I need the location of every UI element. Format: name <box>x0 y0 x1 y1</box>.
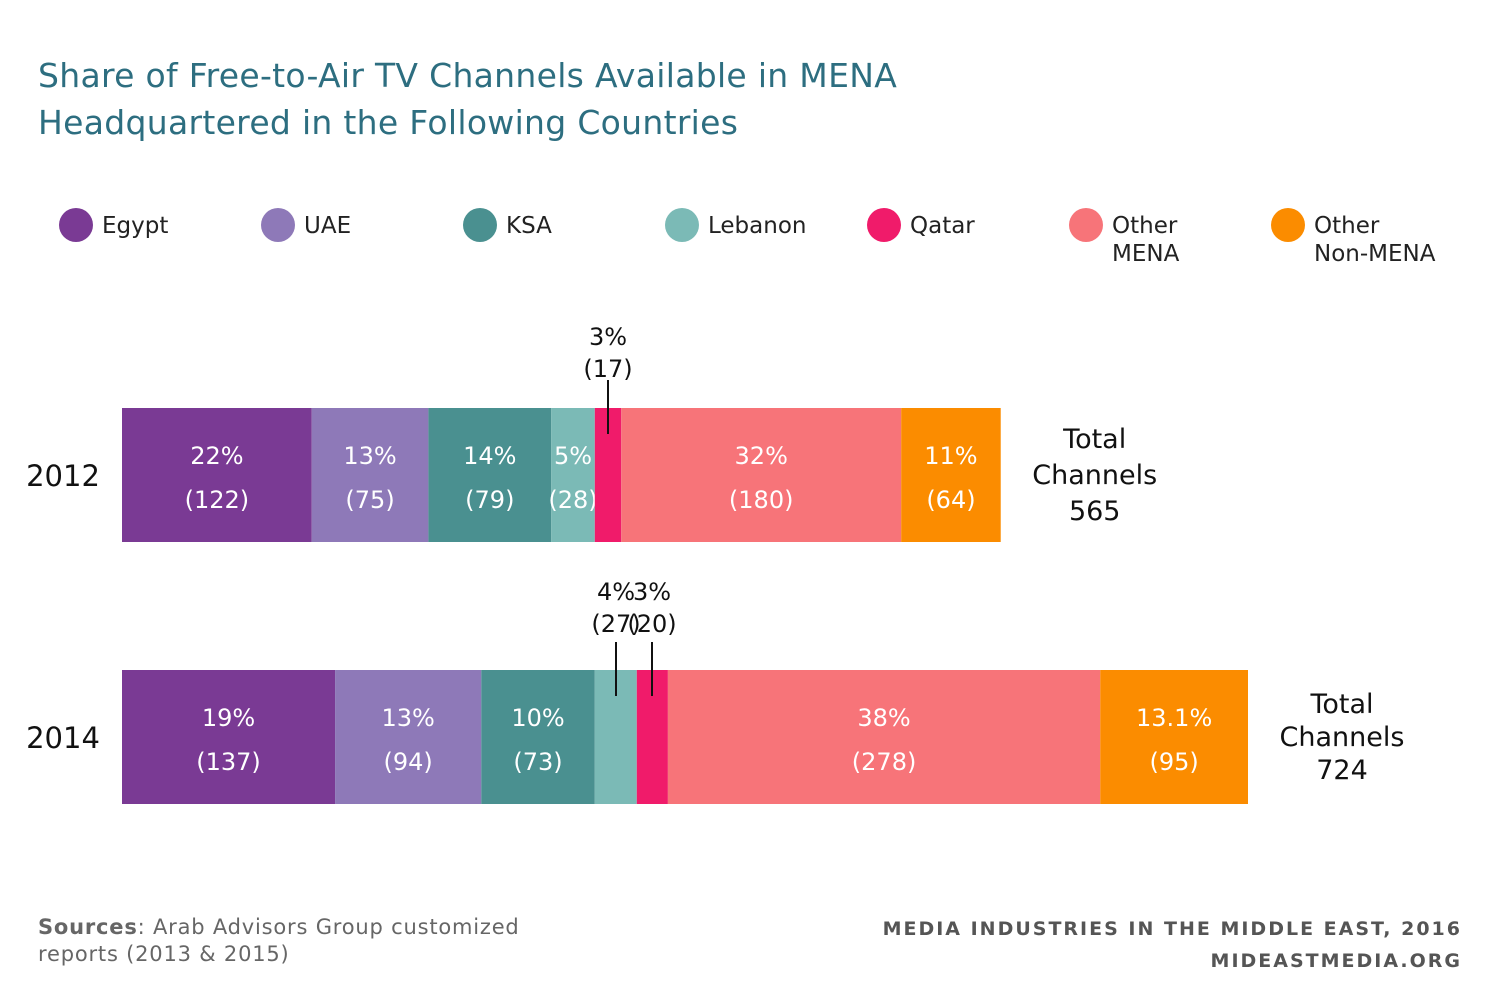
data-label-count-2012-other-non-mena: (64) <box>926 486 975 514</box>
year-label-2014: 2014 <box>26 721 100 755</box>
chart-title-line-2: Headquartered in the Following Countries <box>38 103 739 142</box>
legend-label-ksa: KSA <box>506 213 552 239</box>
bar-segment-2012-other-non-mena <box>901 408 1001 542</box>
legend-swatch-lebanon <box>665 208 699 242</box>
bar-segment-2012-ksa <box>428 408 552 542</box>
legend-label-other-non-mena: Non-MENA <box>1314 241 1436 267</box>
legend-swatch-ksa <box>463 208 497 242</box>
total-label-2012-line-1: Total <box>1062 424 1126 455</box>
data-label-pct-2012-ksa: 14% <box>463 442 516 470</box>
callout-count-2014-qatar: (20) <box>627 610 676 638</box>
total-label-2014-line-2: Channels <box>1280 722 1405 753</box>
sources-line-1: Sources: Arab Advisors Group customized <box>38 915 520 939</box>
data-label-count-2014-other-mena: (278) <box>852 748 917 776</box>
total-label-2012-line-3: 565 <box>1069 496 1121 527</box>
legend-label-uae: UAE <box>304 213 351 239</box>
data-label-pct-2014-egypt: 19% <box>202 704 255 732</box>
year-label-2012: 2012 <box>26 459 100 493</box>
bar-segment-2014-other-mena <box>667 670 1101 804</box>
legend-label-other-mena: MENA <box>1112 241 1180 267</box>
bar-segment-2014-other-non-mena <box>1100 670 1248 804</box>
stacked-bar-chart: Egypt UAE KSA Lebanon Qatar OtherMENAOtherNon… <box>26 208 1436 804</box>
legend-label-lebanon: Lebanon <box>708 213 806 239</box>
callout-pct-2014-qatar: 3% <box>633 578 671 606</box>
data-label-pct-2012-lebanon: 5% <box>554 442 592 470</box>
total-label-2014-line-1: Total <box>1309 689 1373 720</box>
callout-count-2012-qatar: (17) <box>583 355 632 383</box>
data-label-pct-2012-other-mena: 32% <box>735 442 788 470</box>
bar-segment-2012-egypt <box>122 408 312 542</box>
bar-segment-2012-lebanon <box>551 408 595 542</box>
data-label-count-2014-egypt: (137) <box>196 748 261 776</box>
legend-label-other-non-mena: Other <box>1314 213 1380 239</box>
sources-label: Sources <box>38 915 138 939</box>
callout-pct-2014-lebanon: 4% <box>597 578 635 606</box>
legend-label-other-mena: Other <box>1112 213 1178 239</box>
data-label-pct-2012-egypt: 22% <box>190 442 243 470</box>
total-label-2012-line-2: Channels <box>1032 460 1157 491</box>
data-label-count-2012-ksa: (79) <box>465 486 514 514</box>
bar-segment-2014-ksa <box>481 670 595 804</box>
legend-label-qatar: Qatar <box>910 213 975 239</box>
chart-title-line-1: Share of Free-to-Air TV Channels Availab… <box>38 56 898 95</box>
chart-legend: Egypt UAE KSA Lebanon Qatar OtherMENAOtherNon… <box>59 208 1436 267</box>
data-label-count-2014-uae: (94) <box>384 748 433 776</box>
legend-swatch-egypt <box>59 208 93 242</box>
data-label-count-2014-other-non-mena: (95) <box>1149 748 1198 776</box>
data-label-count-2012-lebanon: (28) <box>548 486 597 514</box>
legend-swatch-uae <box>261 208 295 242</box>
sources-line-2: reports (2013 & 2015) <box>38 942 290 966</box>
data-label-count-2012-other-mena: (180) <box>729 486 794 514</box>
legend-label-egypt: Egypt <box>102 213 168 239</box>
bar-segment-2014-egypt <box>122 670 336 804</box>
legend-swatch-qatar <box>867 208 901 242</box>
data-label-pct-2014-ksa: 10% <box>511 704 564 732</box>
total-label-2014-line-3: 724 <box>1316 755 1368 786</box>
data-label-pct-2014-uae: 13% <box>381 704 434 732</box>
website-credit: MIDEASTMEDIA.ORG <box>1210 950 1462 972</box>
bar-segment-2012-uae <box>311 408 429 542</box>
publication-credit: MEDIA INDUSTRIES IN THE MIDDLE EAST, 201… <box>882 918 1462 940</box>
legend-swatch-other-non-mena <box>1271 208 1305 242</box>
legend-swatch-other-mena <box>1069 208 1103 242</box>
chart-bars: 2012 22% (122) 13% (75) 14% (79) 5% (28) 3% (17) 32… <box>26 323 1404 804</box>
data-label-pct-2012-uae: 13% <box>343 442 396 470</box>
data-label-count-2012-uae: (75) <box>345 486 394 514</box>
sources-text: : Arab Advisors Group customized <box>137 915 520 939</box>
callout-count-2014-lebanon: (27) <box>591 610 640 638</box>
callout-pct-2012-qatar: 3% <box>589 323 627 351</box>
bar-segment-2012-other-mena <box>621 408 902 542</box>
data-label-pct-2012-other-non-mena: 11% <box>924 442 977 470</box>
bar-segment-2014-uae <box>335 670 482 804</box>
data-label-pct-2014-other-non-mena: 13.1% <box>1136 704 1212 732</box>
data-label-count-2012-egypt: (122) <box>185 486 250 514</box>
data-label-pct-2014-other-mena: 38% <box>857 704 910 732</box>
data-label-count-2014-ksa: (73) <box>513 748 562 776</box>
